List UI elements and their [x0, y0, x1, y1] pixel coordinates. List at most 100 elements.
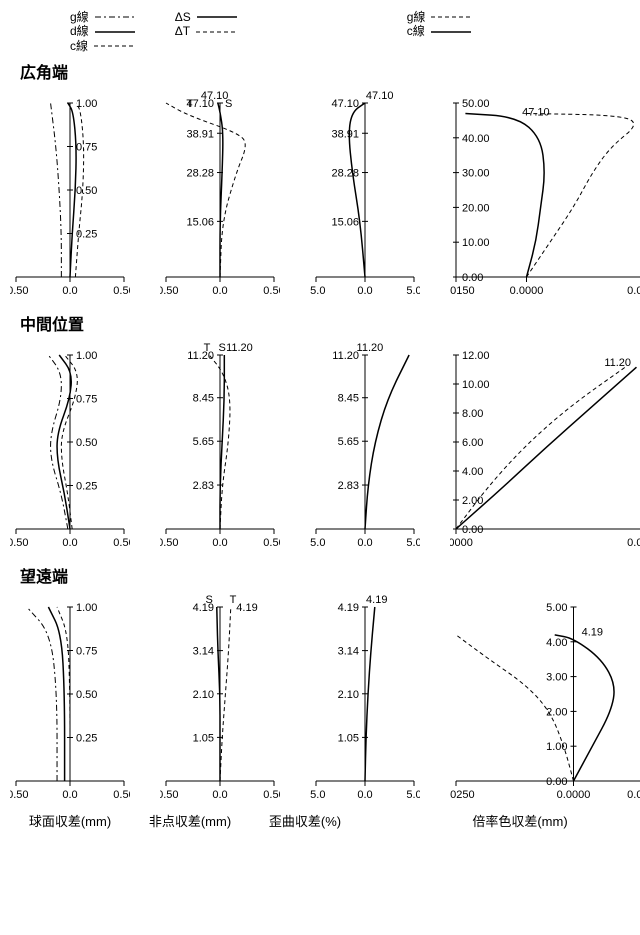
svg-text:50.00: 50.00: [462, 98, 490, 110]
axis-label: 歪曲収差(%): [250, 811, 360, 830]
svg-text:-5.0: -5.0: [310, 537, 325, 549]
svg-text:0.0: 0.0: [357, 285, 372, 297]
svg-text:0.25: 0.25: [76, 229, 97, 241]
svg-text:0.50: 0.50: [113, 285, 130, 297]
svg-text:2.83: 2.83: [193, 480, 214, 492]
section-title: 広角端: [20, 59, 640, 83]
svg-text:47.10: 47.10: [366, 90, 394, 102]
svg-text:T: T: [204, 342, 211, 354]
svg-text:0.25: 0.25: [76, 481, 97, 493]
svg-text:5.65: 5.65: [338, 436, 359, 448]
svg-text:5.00: 5.00: [546, 602, 567, 614]
svg-text:4.19: 4.19: [338, 602, 359, 614]
svg-text:3.14: 3.14: [338, 646, 359, 658]
svg-text:0.25: 0.25: [76, 733, 97, 745]
svg-text:15.06: 15.06: [331, 217, 359, 229]
astigmatism-chart: -0.500.00.501.052.103.144.19ST4.19: [160, 589, 280, 809]
axis-label: 倍率色収差(mm): [420, 811, 620, 830]
legend: g線d線c線 ΔSΔT g線c線: [10, 10, 640, 53]
svg-text:0.0000: 0.0000: [557, 789, 591, 801]
section-title: 望遠端: [20, 563, 640, 587]
svg-text:0.0250: 0.0250: [627, 285, 640, 297]
chart-grid: 広角端-0.500.00.500.250.500.751.00-0.500.00…: [10, 59, 640, 809]
svg-text:0.75: 0.75: [76, 646, 97, 658]
svg-text:12.00: 12.00: [462, 350, 490, 362]
spherical-aberration-chart: -0.500.00.500.250.500.751.00: [10, 85, 130, 305]
svg-text:28.28: 28.28: [186, 168, 214, 180]
svg-text:0.0: 0.0: [357, 537, 372, 549]
svg-text:0.50: 0.50: [76, 437, 97, 449]
spherical-aberration-chart: -0.500.00.500.250.500.751.00: [10, 337, 130, 557]
axis-label: 非点収差(mm): [130, 811, 250, 830]
svg-text:0.0150: 0.0150: [627, 789, 640, 801]
svg-text:11.20: 11.20: [357, 342, 384, 354]
svg-text:47.10: 47.10: [522, 107, 550, 119]
svg-text:30.00: 30.00: [462, 168, 490, 180]
svg-text:0.75: 0.75: [76, 142, 97, 154]
svg-text:11.20: 11.20: [604, 357, 631, 369]
svg-text:2.83: 2.83: [338, 480, 359, 492]
chromatic-aberration-chart: -0.01500.00000.02500.0010.0020.0030.0040…: [450, 85, 640, 305]
svg-text:1.00: 1.00: [76, 350, 97, 362]
svg-text:0.00: 0.00: [546, 776, 567, 788]
svg-text:-0.0250: -0.0250: [450, 789, 475, 801]
svg-text:-0.50: -0.50: [160, 789, 179, 801]
svg-text:0.50: 0.50: [76, 689, 97, 701]
svg-text:5.0: 5.0: [406, 537, 420, 549]
section-title: 中間位置: [20, 311, 640, 335]
svg-text:2.00: 2.00: [462, 495, 483, 507]
svg-text:4.00: 4.00: [462, 466, 483, 478]
svg-text:5.0: 5.0: [406, 789, 420, 801]
svg-text:3.14: 3.14: [193, 646, 214, 658]
distortion-chart: -5.00.05.01.052.103.144.194.19: [310, 589, 420, 809]
svg-text:S: S: [225, 98, 232, 110]
svg-text:0.0: 0.0: [62, 537, 77, 549]
legend-label: g線: [70, 10, 89, 24]
svg-text:38.91: 38.91: [186, 128, 214, 140]
svg-text:4.00: 4.00: [546, 637, 567, 649]
axis-label: 球面収差(mm): [10, 811, 130, 830]
astigmatism-chart: -0.500.00.502.835.658.4511.20TS11.20: [160, 337, 280, 557]
svg-text:S: S: [218, 342, 225, 354]
svg-text:-0.50: -0.50: [160, 537, 179, 549]
svg-text:0.50: 0.50: [113, 789, 130, 801]
svg-text:0.0: 0.0: [62, 789, 77, 801]
svg-text:2.10: 2.10: [338, 689, 359, 701]
svg-text:3.00: 3.00: [546, 672, 567, 684]
chromatic-aberration-chart: -0.02500.00000.01500.001.002.003.004.005…: [450, 589, 640, 809]
svg-text:0.75: 0.75: [76, 394, 97, 406]
svg-text:0.0000: 0.0000: [450, 537, 473, 549]
svg-text:-0.50: -0.50: [10, 789, 29, 801]
svg-text:-0.50: -0.50: [10, 537, 29, 549]
svg-text:4.19: 4.19: [582, 627, 603, 639]
svg-text:6.00: 6.00: [462, 437, 483, 449]
svg-text:40.00: 40.00: [462, 133, 490, 145]
svg-text:0.00: 0.00: [462, 272, 483, 284]
svg-text:11.20: 11.20: [332, 350, 359, 362]
svg-text:0.0: 0.0: [212, 285, 227, 297]
legend-label: c線: [70, 39, 88, 53]
spherical-aberration-chart: -0.500.00.500.250.500.751.00: [10, 589, 130, 809]
svg-text:11.20: 11.20: [226, 342, 253, 354]
svg-text:47.10: 47.10: [331, 98, 359, 110]
legend-label: ΔS: [175, 10, 191, 24]
svg-text:0.50: 0.50: [263, 285, 280, 297]
svg-text:38.91: 38.91: [331, 128, 359, 140]
svg-text:4.19: 4.19: [236, 602, 257, 614]
svg-text:28.28: 28.28: [331, 168, 359, 180]
chromatic-aberration-chart: 0.00000.05000.002.004.006.008.0010.0012.…: [450, 337, 640, 557]
svg-text:8.00: 8.00: [462, 408, 483, 420]
svg-text:4.19: 4.19: [366, 594, 387, 606]
svg-text:0.50: 0.50: [263, 789, 280, 801]
svg-text:8.45: 8.45: [338, 393, 359, 405]
svg-text:5.65: 5.65: [193, 436, 214, 448]
legend-label: d線: [70, 24, 89, 38]
svg-text:5.0: 5.0: [406, 285, 420, 297]
svg-text:8.45: 8.45: [193, 393, 214, 405]
astigmatism-chart: -0.500.00.5015.0628.2838.9147.10T47.10S: [160, 85, 280, 305]
svg-text:-0.0150: -0.0150: [450, 285, 475, 297]
svg-text:0.0: 0.0: [212, 789, 227, 801]
legend-label: c線: [407, 24, 425, 38]
svg-text:-5.0: -5.0: [310, 285, 325, 297]
legend-label: g線: [407, 10, 426, 24]
